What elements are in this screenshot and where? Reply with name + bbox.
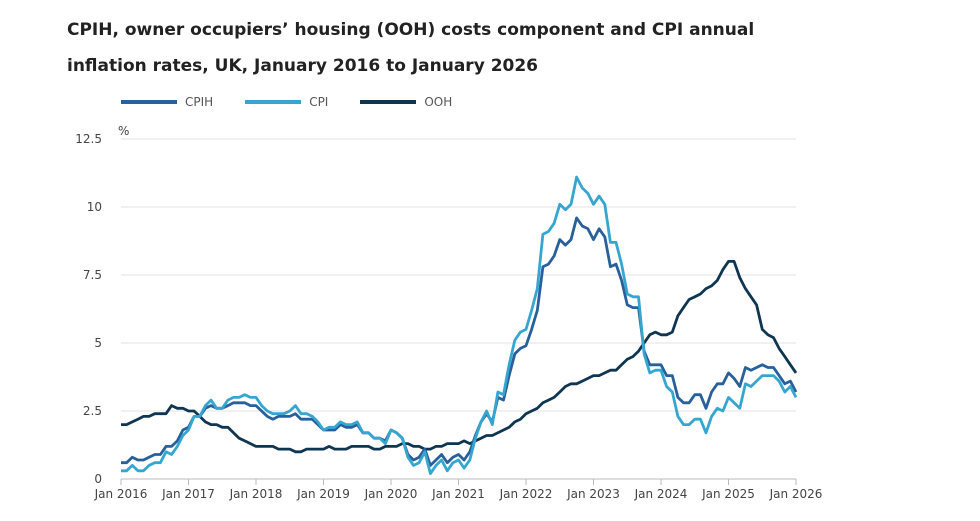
legend-label-cpi: CPI (309, 95, 329, 109)
legend-item-ooh: OOH (360, 95, 452, 109)
x-tick-label: Jan 2018 (229, 487, 283, 501)
legend-swatch-cpih (121, 100, 177, 104)
x-tick-label: Jan 2022 (499, 487, 553, 501)
x-tick-label: Jan 2023 (566, 487, 620, 501)
x-tick-label: Jan 2026 (769, 487, 823, 501)
legend-label-cpih: CPIH (185, 95, 214, 109)
legend-swatch-cpi (245, 100, 302, 104)
series-line-ooh (121, 260, 798, 454)
y-tick-label: 7.5 (83, 268, 102, 282)
y-tick-label: 2.5 (83, 404, 102, 418)
x-tick-label: Jan 2021 (431, 487, 485, 501)
x-tick-label: Jan 2024 (634, 487, 688, 501)
x-tick-label: Jan 2016 (94, 487, 148, 501)
y-tick-label: 5 (94, 336, 102, 350)
series-line-cpi (121, 175, 798, 475)
x-tick-label: Jan 2019 (296, 487, 350, 501)
x-tick-label: Jan 2020 (364, 487, 418, 501)
x-tick-label: Jan 2025 (701, 487, 755, 501)
y-tick-label: 12.5 (75, 132, 102, 146)
legend-item-cpih: CPIH (121, 95, 213, 109)
series-line-cpih (121, 216, 798, 467)
legend-item-cpi: CPI (245, 95, 328, 109)
y-tick-label: 0 (94, 472, 102, 486)
legend-label-ooh: OOH (424, 95, 453, 109)
chart-title: CPIH, owner occupiers’ housing (OOH) cos… (67, 20, 755, 76)
legend: CPIH CPI OOH (121, 95, 466, 109)
y-axis-unit: % (118, 124, 129, 138)
x-tick-label: Jan 2017 (161, 487, 215, 501)
legend-swatch-ooh (360, 100, 417, 104)
y-tick-label: 10 (87, 200, 102, 214)
